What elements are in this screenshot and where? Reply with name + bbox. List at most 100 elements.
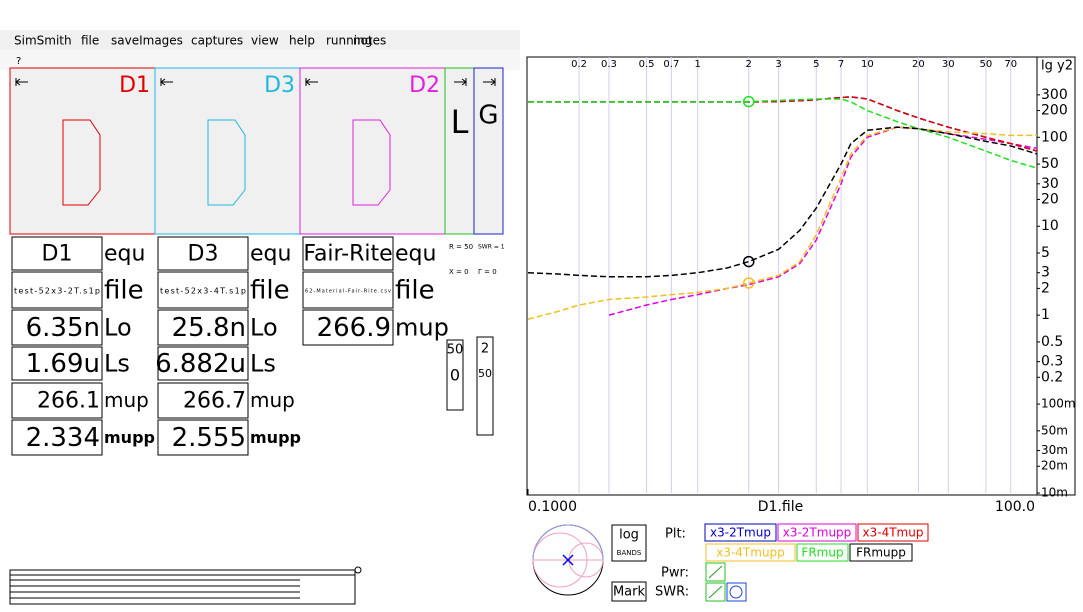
slider-2[interactable]	[476, 336, 494, 436]
unit-label: file	[104, 276, 144, 306]
unit-label: file	[395, 276, 435, 306]
x-tick-label: 0.5	[639, 59, 655, 70]
y2-tick-label: 300	[1041, 87, 1068, 103]
help[interactable]: ?	[16, 56, 21, 67]
x-tick-label: 3	[775, 59, 781, 70]
unit-label: Ls	[104, 350, 130, 378]
value-cell[interactable]	[157, 346, 249, 381]
panel[interactable]	[154, 67, 301, 235]
unit-label: Lo	[250, 314, 278, 342]
unit-label: Lo	[104, 314, 132, 342]
menu-item[interactable]: SimSmith	[14, 34, 72, 48]
legend-label: x3-2Tmupp	[783, 526, 852, 540]
menu-bar	[0, 30, 520, 50]
y2-tick-label: 20	[1041, 191, 1059, 207]
x-value: X = 0	[449, 268, 469, 276]
marker	[742, 255, 755, 268]
x-tick-label: 2	[746, 59, 752, 70]
value-cell[interactable]	[157, 236, 249, 271]
slider-2-top: 2	[481, 342, 489, 357]
log-label: log	[619, 528, 639, 543]
value-text: 266.7	[183, 389, 246, 414]
unit-label: equ	[104, 242, 145, 267]
swr-label: SWR:	[655, 585, 689, 600]
device-shape	[207, 119, 246, 206]
value-text: 2.334	[26, 423, 100, 453]
value-cell[interactable]	[157, 271, 249, 309]
value-text: 1.69u	[26, 349, 100, 379]
menu-item[interactable]: notes	[353, 34, 386, 48]
y2-tick-label: 0.5	[1041, 334, 1063, 350]
menu-item[interactable]: captures	[191, 34, 243, 48]
legend-button[interactable]	[705, 543, 796, 562]
menu-item[interactable]: file	[81, 34, 99, 48]
value-text: D3	[188, 242, 219, 267]
y2-axis-label: lg y2	[1041, 59, 1073, 74]
value-cell[interactable]	[11, 346, 103, 381]
legend-button[interactable]	[704, 523, 777, 542]
x-tick-label: 7	[838, 59, 844, 70]
unit-label: file	[250, 276, 290, 306]
series-line	[528, 98, 1038, 169]
panel[interactable]	[473, 67, 504, 235]
x-tick-label: 10	[861, 59, 874, 70]
mark-button[interactable]	[611, 581, 647, 602]
pwr-icon	[708, 565, 723, 579]
value-cell[interactable]	[157, 419, 249, 456]
device-shape	[62, 119, 101, 206]
value-text: 62-Material-Fair-Rite.csv	[305, 289, 391, 295]
menu-item[interactable]: running	[326, 34, 372, 48]
mark-label: Mark	[613, 585, 646, 600]
panel[interactable]	[444, 67, 475, 235]
y2-tick-label: 5	[1041, 245, 1050, 261]
panel[interactable]	[299, 67, 446, 235]
menu-item[interactable]: view	[251, 34, 279, 48]
menu-item[interactable]: saveImages	[111, 34, 183, 48]
value-text: 266.9	[317, 313, 391, 343]
y2-tick-label: 30	[1041, 176, 1059, 192]
y2-tick-label: 3	[1041, 265, 1050, 281]
x-tick-label: 100.0	[995, 499, 1035, 515]
x-tick-label: 5	[813, 59, 819, 70]
unit-label: equ	[395, 242, 436, 267]
x-tick-label: 30	[942, 59, 955, 70]
y2-tick-label: 1	[1041, 307, 1050, 323]
swr-value: SWR = 1	[478, 244, 505, 251]
x-tick-label: 0.3	[601, 59, 617, 70]
panel-label: L	[451, 103, 469, 141]
panel-label: D2	[409, 73, 440, 98]
expand-icon	[454, 78, 467, 86]
y2-tick-label: 30m	[1041, 443, 1068, 457]
smith-chart[interactable]	[532, 524, 604, 596]
x-tick-label: 0.2	[571, 59, 587, 70]
value-text: 25.8n	[172, 313, 246, 343]
menu-item[interactable]: help	[289, 34, 315, 48]
panel[interactable]	[9, 67, 156, 235]
log-button[interactable]	[611, 524, 647, 562]
value-cell[interactable]	[157, 382, 249, 419]
legend-button[interactable]	[777, 523, 857, 542]
marker	[742, 95, 755, 108]
value-cell[interactable]	[302, 309, 394, 346]
legend-button[interactable]	[796, 543, 849, 562]
y2-tick-label: 50	[1041, 156, 1059, 172]
y2-tick-label: 200	[1041, 103, 1068, 119]
legend-button[interactable]	[857, 523, 929, 542]
slider-1[interactable]	[446, 339, 464, 411]
value-cell[interactable]	[302, 236, 394, 271]
value-cell[interactable]	[302, 271, 394, 309]
gamma-value: Γ = 0	[478, 268, 497, 276]
r-value: R = 50	[449, 243, 473, 251]
legend-label: x3-2Tmup	[710, 526, 771, 540]
value-cell[interactable]	[11, 309, 103, 346]
legend-button[interactable]	[849, 543, 913, 562]
value-cell[interactable]	[11, 419, 103, 456]
pwr-label: Pwr:	[661, 566, 689, 581]
value-cell[interactable]	[157, 309, 249, 346]
value-cell[interactable]	[11, 382, 103, 419]
value-cell[interactable]	[11, 236, 103, 271]
value-cell[interactable]	[11, 271, 103, 309]
collapse-icon	[15, 78, 28, 86]
legend-label: x3-4Tmup	[863, 526, 924, 540]
x-axis-label: D1.file	[758, 499, 803, 515]
